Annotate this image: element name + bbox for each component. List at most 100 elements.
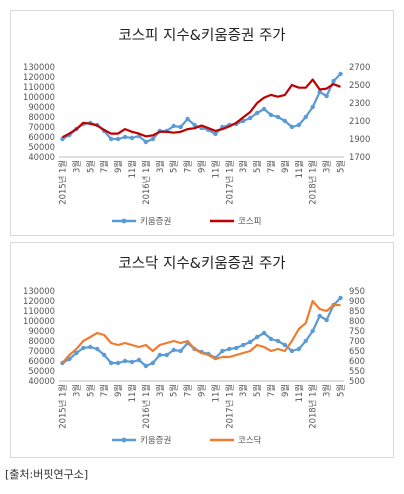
series-point: [122, 134, 128, 140]
x-axis-tick: 5월: [85, 160, 95, 173]
svg-text:7월: 7월: [183, 384, 193, 397]
svg-text:9월: 9월: [197, 384, 207, 397]
svg-text:7월: 7월: [99, 384, 109, 397]
x-axis-tick: 9월: [113, 384, 123, 397]
series-point: [310, 104, 315, 110]
legend-label: 키움증권: [140, 216, 171, 227]
series-point: [261, 106, 267, 112]
svg-text:2017년 1월: 2017년 1월: [224, 384, 234, 429]
series-point: [115, 360, 121, 366]
left-axis-tick: 100000: [23, 92, 55, 102]
left-axis-tick: 110000: [23, 82, 55, 92]
x-axis-tick: 11월: [127, 160, 137, 178]
series-point: [150, 360, 156, 366]
x-axis-tick: 11월: [294, 384, 304, 402]
x-axis-tick: 5월: [336, 160, 346, 173]
left-axis-tick: 120000: [23, 72, 55, 82]
series-point: [317, 313, 322, 319]
series-point: [129, 135, 135, 141]
x-axis-tick: 2018년 1월: [308, 384, 318, 429]
series-point: [122, 358, 128, 364]
x-axis-tick: 3월: [71, 160, 81, 173]
series-line-1: [61, 78, 341, 139]
x-axis-tick: 5월: [252, 384, 262, 397]
series-point: [88, 344, 93, 350]
x-axis-tick: 7월: [266, 384, 276, 397]
right-axis-tick: 2500: [349, 80, 370, 90]
svg-text:5월: 5월: [85, 384, 95, 397]
right-axis-tick: 500: [349, 376, 365, 386]
kosdaq-chart: 코스닥 지수&키움증권 주가13000012000011000010000090…: [23, 255, 365, 446]
svg-text:7월: 7월: [183, 160, 193, 173]
x-axis-tick: 2017년 1월: [224, 384, 234, 429]
svg-text:5월: 5월: [169, 384, 179, 397]
series-line-1: [61, 299, 341, 364]
series-point: [164, 352, 169, 358]
right-axis-tick: 1900: [349, 134, 370, 144]
x-axis-tick: 5월: [169, 384, 179, 397]
svg-text:5월: 5월: [336, 160, 346, 173]
series-point: [247, 115, 253, 121]
series-point: [317, 89, 322, 95]
series-point: [268, 336, 274, 342]
svg-text:2017년 1월: 2017년 1월: [224, 160, 234, 205]
svg-text:7월: 7월: [266, 160, 276, 173]
svg-text:2018년 1월: 2018년 1월: [308, 384, 318, 429]
svg-text:3월: 3월: [322, 160, 332, 173]
series-point: [227, 346, 232, 352]
series-point: [254, 110, 260, 116]
svg-text:3월: 3월: [71, 160, 81, 173]
x-axis-tick: 7월: [99, 160, 109, 173]
x-axis-tick: 9월: [113, 160, 123, 173]
svg-text:9월: 9월: [113, 384, 123, 397]
series-point: [324, 93, 329, 99]
svg-text:9월: 9월: [280, 160, 290, 173]
x-axis-tick: 2016년 1월: [141, 160, 151, 205]
series-point: [178, 124, 183, 130]
svg-text:2018년 1월: 2018년 1월: [308, 160, 318, 205]
series-point: [178, 348, 183, 354]
svg-text:5월: 5월: [169, 160, 179, 173]
series-point: [150, 136, 156, 142]
series-point: [241, 342, 246, 348]
svg-text:3월: 3월: [155, 160, 165, 173]
svg-text:5월: 5월: [336, 384, 346, 397]
legend-marker: [121, 437, 127, 443]
x-axis-tick: 7월: [183, 384, 193, 397]
series-point: [185, 116, 190, 122]
series-point: [241, 118, 246, 124]
series-point: [192, 122, 197, 128]
svg-text:7월: 7월: [266, 384, 276, 397]
x-axis-tick: 11월: [210, 384, 220, 402]
x-axis-tick: 7월: [183, 160, 193, 173]
series-point: [275, 338, 281, 344]
series-point: [282, 342, 288, 348]
x-axis-tick: 3월: [322, 160, 332, 173]
right-axis-tick: 900: [349, 296, 365, 306]
series-point: [338, 71, 343, 77]
legend-marker: [121, 218, 127, 224]
left-axis-tick: 50000: [28, 142, 55, 152]
series-point: [331, 78, 336, 84]
x-axis-tick: 3월: [238, 384, 248, 397]
series-point: [74, 350, 79, 356]
right-axis-tick: 550: [349, 366, 365, 376]
series-point: [296, 122, 302, 128]
x-axis-tick: 7월: [266, 160, 276, 173]
x-axis-tick: 3월: [155, 160, 165, 173]
left-axis-tick: 60000: [28, 356, 55, 366]
series-point: [310, 328, 315, 334]
series-point: [289, 124, 295, 130]
series-point: [115, 136, 121, 142]
left-axis-tick: 120000: [23, 296, 55, 306]
left-axis-tick: 70000: [28, 346, 55, 356]
x-axis-tick: 9월: [197, 160, 207, 173]
left-axis-tick: 90000: [28, 326, 55, 336]
series-point: [60, 136, 65, 142]
series-point: [234, 345, 239, 351]
left-axis-tick: 80000: [28, 336, 55, 346]
svg-text:2016년 1월: 2016년 1월: [141, 384, 151, 429]
kospi-chart-panel: 코스피 지수&키움증권 주가 130000 120000 110000 100000 90…: [10, 10, 394, 236]
left-axis-tick: 70000: [28, 122, 55, 132]
x-axis-tick: 3월: [322, 384, 332, 397]
